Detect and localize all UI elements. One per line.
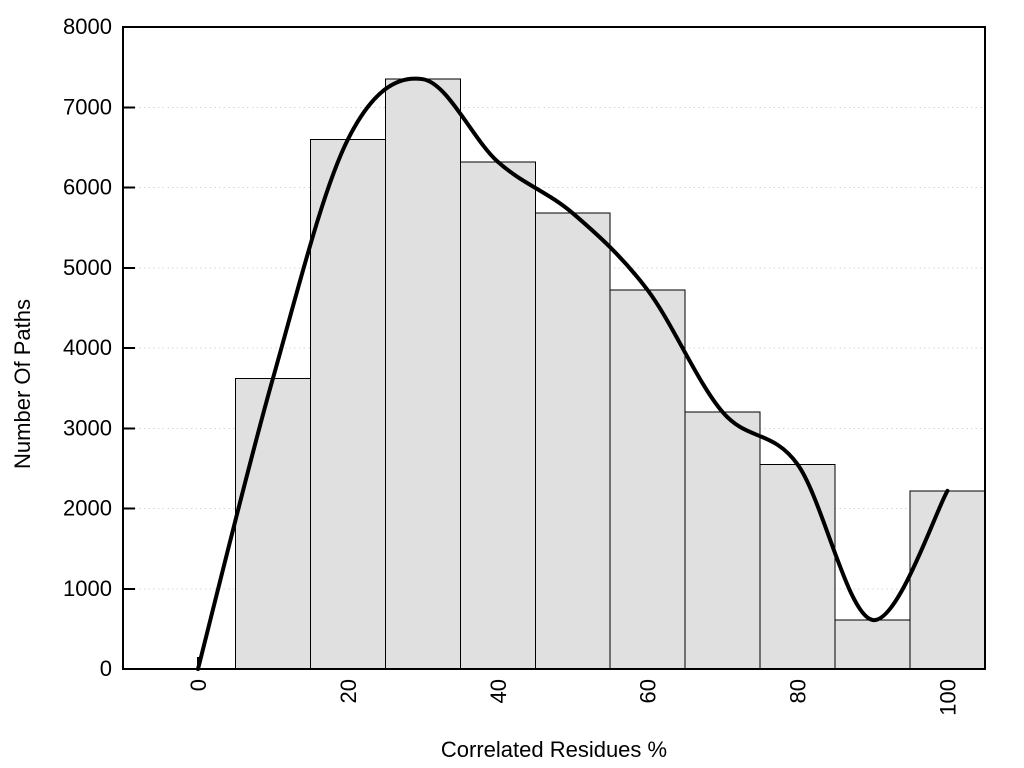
histogram-bar [684, 411, 761, 670]
histogram-bar [759, 463, 836, 670]
y-tick-label: 3000 [63, 415, 112, 440]
x-tick-label: 80 [786, 679, 811, 703]
y-tick-label: 1000 [63, 576, 112, 601]
y-tick-label: 2000 [63, 496, 112, 521]
x-axis-title: Correlated Residues % [441, 737, 667, 762]
x-tick-label: 0 [186, 679, 211, 691]
plot-border [122, 26, 986, 670]
histogram-bar [309, 138, 386, 670]
x-tick-label: 100 [936, 679, 961, 716]
histogram-bar [609, 289, 686, 670]
histogram-bar [909, 490, 986, 670]
histogram-bar [534, 212, 611, 670]
x-tick-label: 20 [336, 679, 361, 703]
y-tick-label: 5000 [63, 255, 112, 280]
y-tick-label: 0 [100, 656, 112, 681]
y-tick-label: 6000 [63, 175, 112, 200]
smooth-frequency-curve [196, 76, 950, 671]
histogram-bar [234, 377, 311, 670]
y-axis-title: Number Of Paths [10, 299, 35, 469]
y-tick-label: 7000 [63, 94, 112, 119]
y-tick-label: 8000 [63, 14, 112, 39]
histogram-bar [459, 161, 536, 670]
y-tick-label: 4000 [63, 335, 112, 360]
histogram-bar [384, 78, 461, 670]
histogram-bar [834, 619, 911, 670]
x-tick-label: 40 [486, 679, 511, 703]
x-tick-label: 60 [636, 679, 661, 703]
plot-area: 0 1000 2000 3000 4000 5000 6000 7000 8000 0 20 40 60… [63, 14, 986, 716]
